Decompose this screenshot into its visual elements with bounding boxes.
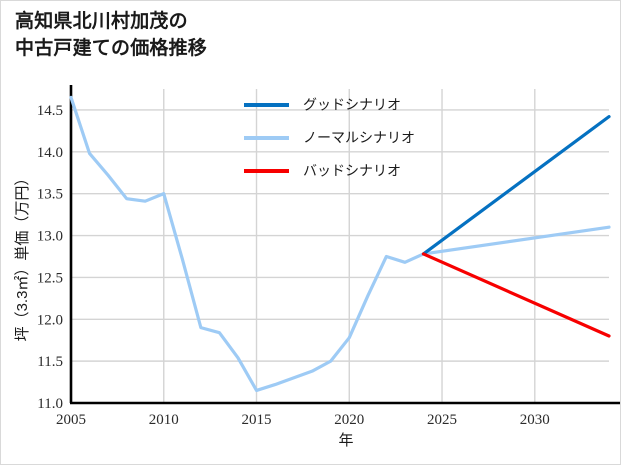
grid-lines [71, 109, 609, 404]
y-axis-tick-labels: 11.0 11.5 12.0 12.5 13.0 13.5 14.0 14.5 [37, 103, 63, 412]
y-tick-label: 12.0 [37, 312, 63, 328]
legend-label-good: グッドシナリオ [303, 97, 401, 113]
legend-label-normal: ノーマルシナリオ [303, 130, 415, 146]
series-line-good [421, 115, 611, 256]
x-tick-label: 2025 [427, 412, 457, 428]
y-tick-label: 13.0 [37, 229, 63, 245]
series-line-bad [421, 252, 611, 338]
series-line-normal [69, 95, 611, 393]
y-tick-label: 12.5 [37, 270, 63, 286]
page-title: 高知県北川村加茂の 中古戸建ての価格推移 [15, 11, 208, 59]
x-tick-label: 2030 [520, 412, 550, 428]
legend-label-bad: バッドシナリオ [303, 163, 401, 179]
x-tick-label: 2010 [149, 412, 179, 428]
x-tick-label: 2015 [242, 412, 272, 428]
y-tick-label: 14.5 [37, 103, 63, 119]
y-tick-label: 11.0 [37, 396, 63, 412]
y-tick-label: 13.5 [37, 187, 63, 203]
y-tick-label: 14.0 [37, 145, 63, 161]
y-axis-title: 坪（3.3㎡）単価（万円） [14, 171, 31, 342]
y-tick-label: 11.5 [37, 354, 63, 370]
x-axis-title: 年 [338, 432, 353, 449]
x-axis-tick-labels: 2005 2010 2015 2020 2025 2030 [56, 412, 550, 428]
data-series [69, 95, 611, 393]
x-tick-label: 2005 [56, 412, 86, 428]
x-tick-label: 2020 [334, 412, 364, 428]
axis-lines [69, 85, 620, 405]
